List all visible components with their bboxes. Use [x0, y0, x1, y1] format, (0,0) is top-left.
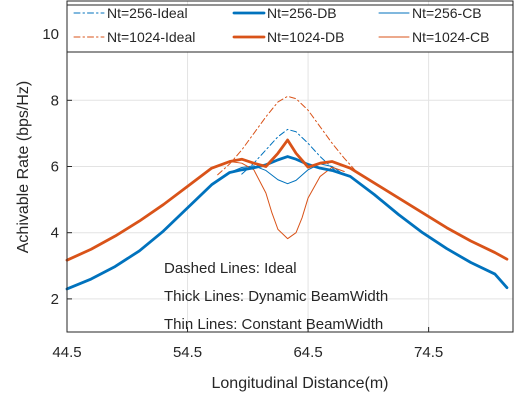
y-tick-label: 4	[51, 225, 59, 242]
y-axis-label: Achivable Rate (bps/Hz)	[15, 81, 32, 254]
y-tick-label: 6	[51, 159, 59, 176]
x-tick-label: 54.5	[173, 344, 202, 361]
series-line-nt-256-db	[65, 155, 509, 291]
x-tick-label: 74.5	[414, 344, 443, 361]
series-line-nt-1024-cb	[229, 161, 345, 240]
annotation-thick-lines: Thick Lines: Dynamic BeamWidth	[164, 288, 388, 305]
y-tick-label: 8	[51, 92, 59, 109]
legend-label-nt-256-cb: Nt=256-CB	[412, 5, 482, 21]
series-line-nt-256-ideal	[241, 128, 339, 175]
annotation-thin-lines: Thin Lines: Constant BeamWidth	[164, 316, 383, 333]
x-tick-label: 44.5	[52, 344, 81, 361]
series-line-nt-1024-db	[65, 138, 509, 262]
legend-label-nt-1024-cb: Nt=1024-CB	[412, 29, 489, 45]
y-tick-label: 10	[42, 26, 59, 43]
annotation-dashed-lines: Dashed Lines: Ideal	[164, 260, 297, 277]
legend-label-nt-1024-db: Nt=1024-DB	[267, 29, 344, 45]
legend-box	[66, 4, 514, 53]
y-tick-label: 2	[51, 291, 59, 308]
x-axis-label: Longitudinal Distance(m)	[212, 375, 389, 392]
legend-label-nt-1024-ideal: Nt=1024-Ideal	[107, 29, 195, 45]
x-tick-label: 64.5	[293, 344, 322, 361]
series-line-nt-256-cb	[229, 163, 345, 185]
series-lines	[65, 95, 509, 291]
legend: Nt=256-Ideal Nt=256-DB Nt=256-CB Nt=1024-Id…	[66, 4, 514, 53]
legend-label-nt-256-ideal: Nt=256-Ideal	[107, 5, 188, 21]
legend-label-nt-256-db: Nt=256-DB	[267, 5, 337, 21]
axis-ticks: 44.5 54.5 64.5 74.5 2 4 6 8 10	[42, 26, 443, 361]
series-line-nt-1024-ideal	[217, 95, 363, 176]
